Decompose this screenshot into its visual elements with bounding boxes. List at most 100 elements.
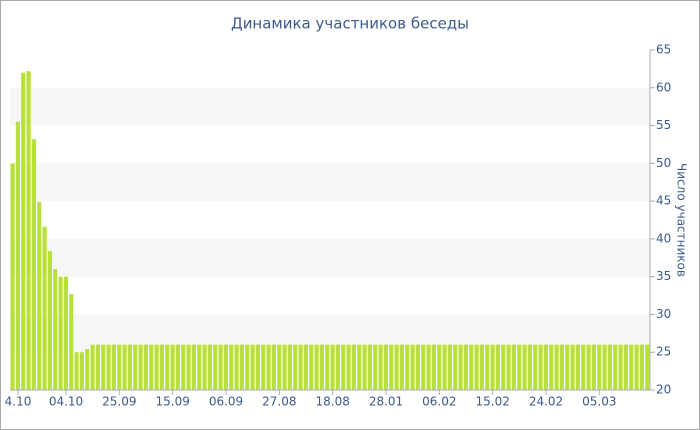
bar [197, 344, 202, 390]
chart-title: Динамика участников беседы [231, 15, 469, 33]
bar [58, 276, 63, 390]
bar [463, 344, 468, 390]
bar [90, 344, 95, 390]
x-tick-label: 06.09 [209, 395, 243, 409]
bar [245, 344, 250, 390]
bar [181, 344, 186, 390]
bar [175, 344, 180, 390]
bar [586, 344, 591, 390]
bar [613, 344, 618, 390]
bar [383, 344, 388, 390]
x-tick-label: 24.02 [529, 395, 563, 409]
y-tick-label: 55 [656, 118, 671, 132]
bar [362, 344, 367, 390]
bar [95, 344, 100, 390]
bar [293, 344, 298, 390]
bar [298, 344, 303, 390]
bar [122, 344, 127, 390]
bar [357, 344, 362, 390]
bar [191, 344, 196, 390]
bar [570, 344, 575, 390]
bar [618, 344, 623, 390]
bar [202, 344, 207, 390]
bar [373, 344, 378, 390]
x-tick-label: 05.03 [582, 395, 616, 409]
bar [437, 344, 442, 390]
bar [394, 344, 399, 390]
y-tick-label: 35 [656, 269, 671, 283]
bar [575, 344, 580, 390]
bar [559, 344, 564, 390]
bar [351, 344, 356, 390]
bar [15, 121, 20, 391]
bar [399, 344, 404, 390]
bar [149, 344, 154, 390]
bar [309, 344, 314, 390]
bar [527, 344, 532, 390]
x-tick-label: 15.09 [155, 395, 189, 409]
bar [234, 344, 239, 390]
y-tick-label: 20 [656, 383, 671, 397]
bar [47, 250, 52, 390]
bar [271, 344, 276, 390]
bar [490, 344, 495, 390]
bar [10, 163, 15, 390]
grid-band [10, 87, 650, 126]
bar [26, 71, 31, 391]
bar [287, 344, 292, 390]
bar [314, 344, 319, 390]
bar [186, 344, 191, 390]
bar [138, 344, 143, 390]
bar [421, 344, 426, 390]
bar [325, 344, 330, 390]
bar [207, 344, 212, 390]
bar [543, 344, 548, 390]
bar [415, 344, 420, 390]
y-tick-label: 25 [656, 345, 671, 359]
bar [133, 344, 138, 390]
bar [282, 344, 287, 390]
bar [645, 344, 650, 390]
bar [277, 344, 282, 390]
bar [74, 352, 79, 390]
bar [111, 344, 116, 390]
bar [127, 344, 132, 390]
grid-band [10, 238, 650, 277]
bar [170, 344, 175, 390]
y-tick-label: 50 [656, 156, 671, 170]
bar [495, 344, 500, 390]
bar [63, 276, 68, 390]
bar [21, 72, 26, 391]
bar [367, 344, 372, 390]
bar [213, 344, 218, 390]
y-tick-label: 30 [656, 307, 671, 321]
bar [42, 226, 47, 390]
bar [143, 344, 148, 390]
bar [266, 344, 271, 390]
bar [597, 344, 602, 390]
bar [634, 344, 639, 390]
bar [255, 344, 260, 390]
bar [554, 344, 559, 390]
bar [431, 344, 436, 390]
y-tick-label: 60 [656, 80, 671, 94]
bar [261, 344, 266, 390]
bar [223, 344, 228, 390]
bar [581, 344, 586, 390]
bar [479, 344, 484, 390]
x-tick-label: 25.09 [102, 395, 136, 409]
bar [229, 344, 234, 390]
bar [522, 344, 527, 390]
bar [501, 344, 506, 390]
bar [250, 344, 255, 390]
x-tick-label: 15.02 [475, 395, 509, 409]
bar [159, 344, 164, 390]
grid-band [10, 314, 650, 353]
bar [335, 344, 340, 390]
bar [623, 344, 628, 390]
bar [117, 344, 122, 390]
bar [378, 344, 383, 390]
y-tick-label: 40 [656, 231, 671, 245]
bar [474, 344, 479, 390]
